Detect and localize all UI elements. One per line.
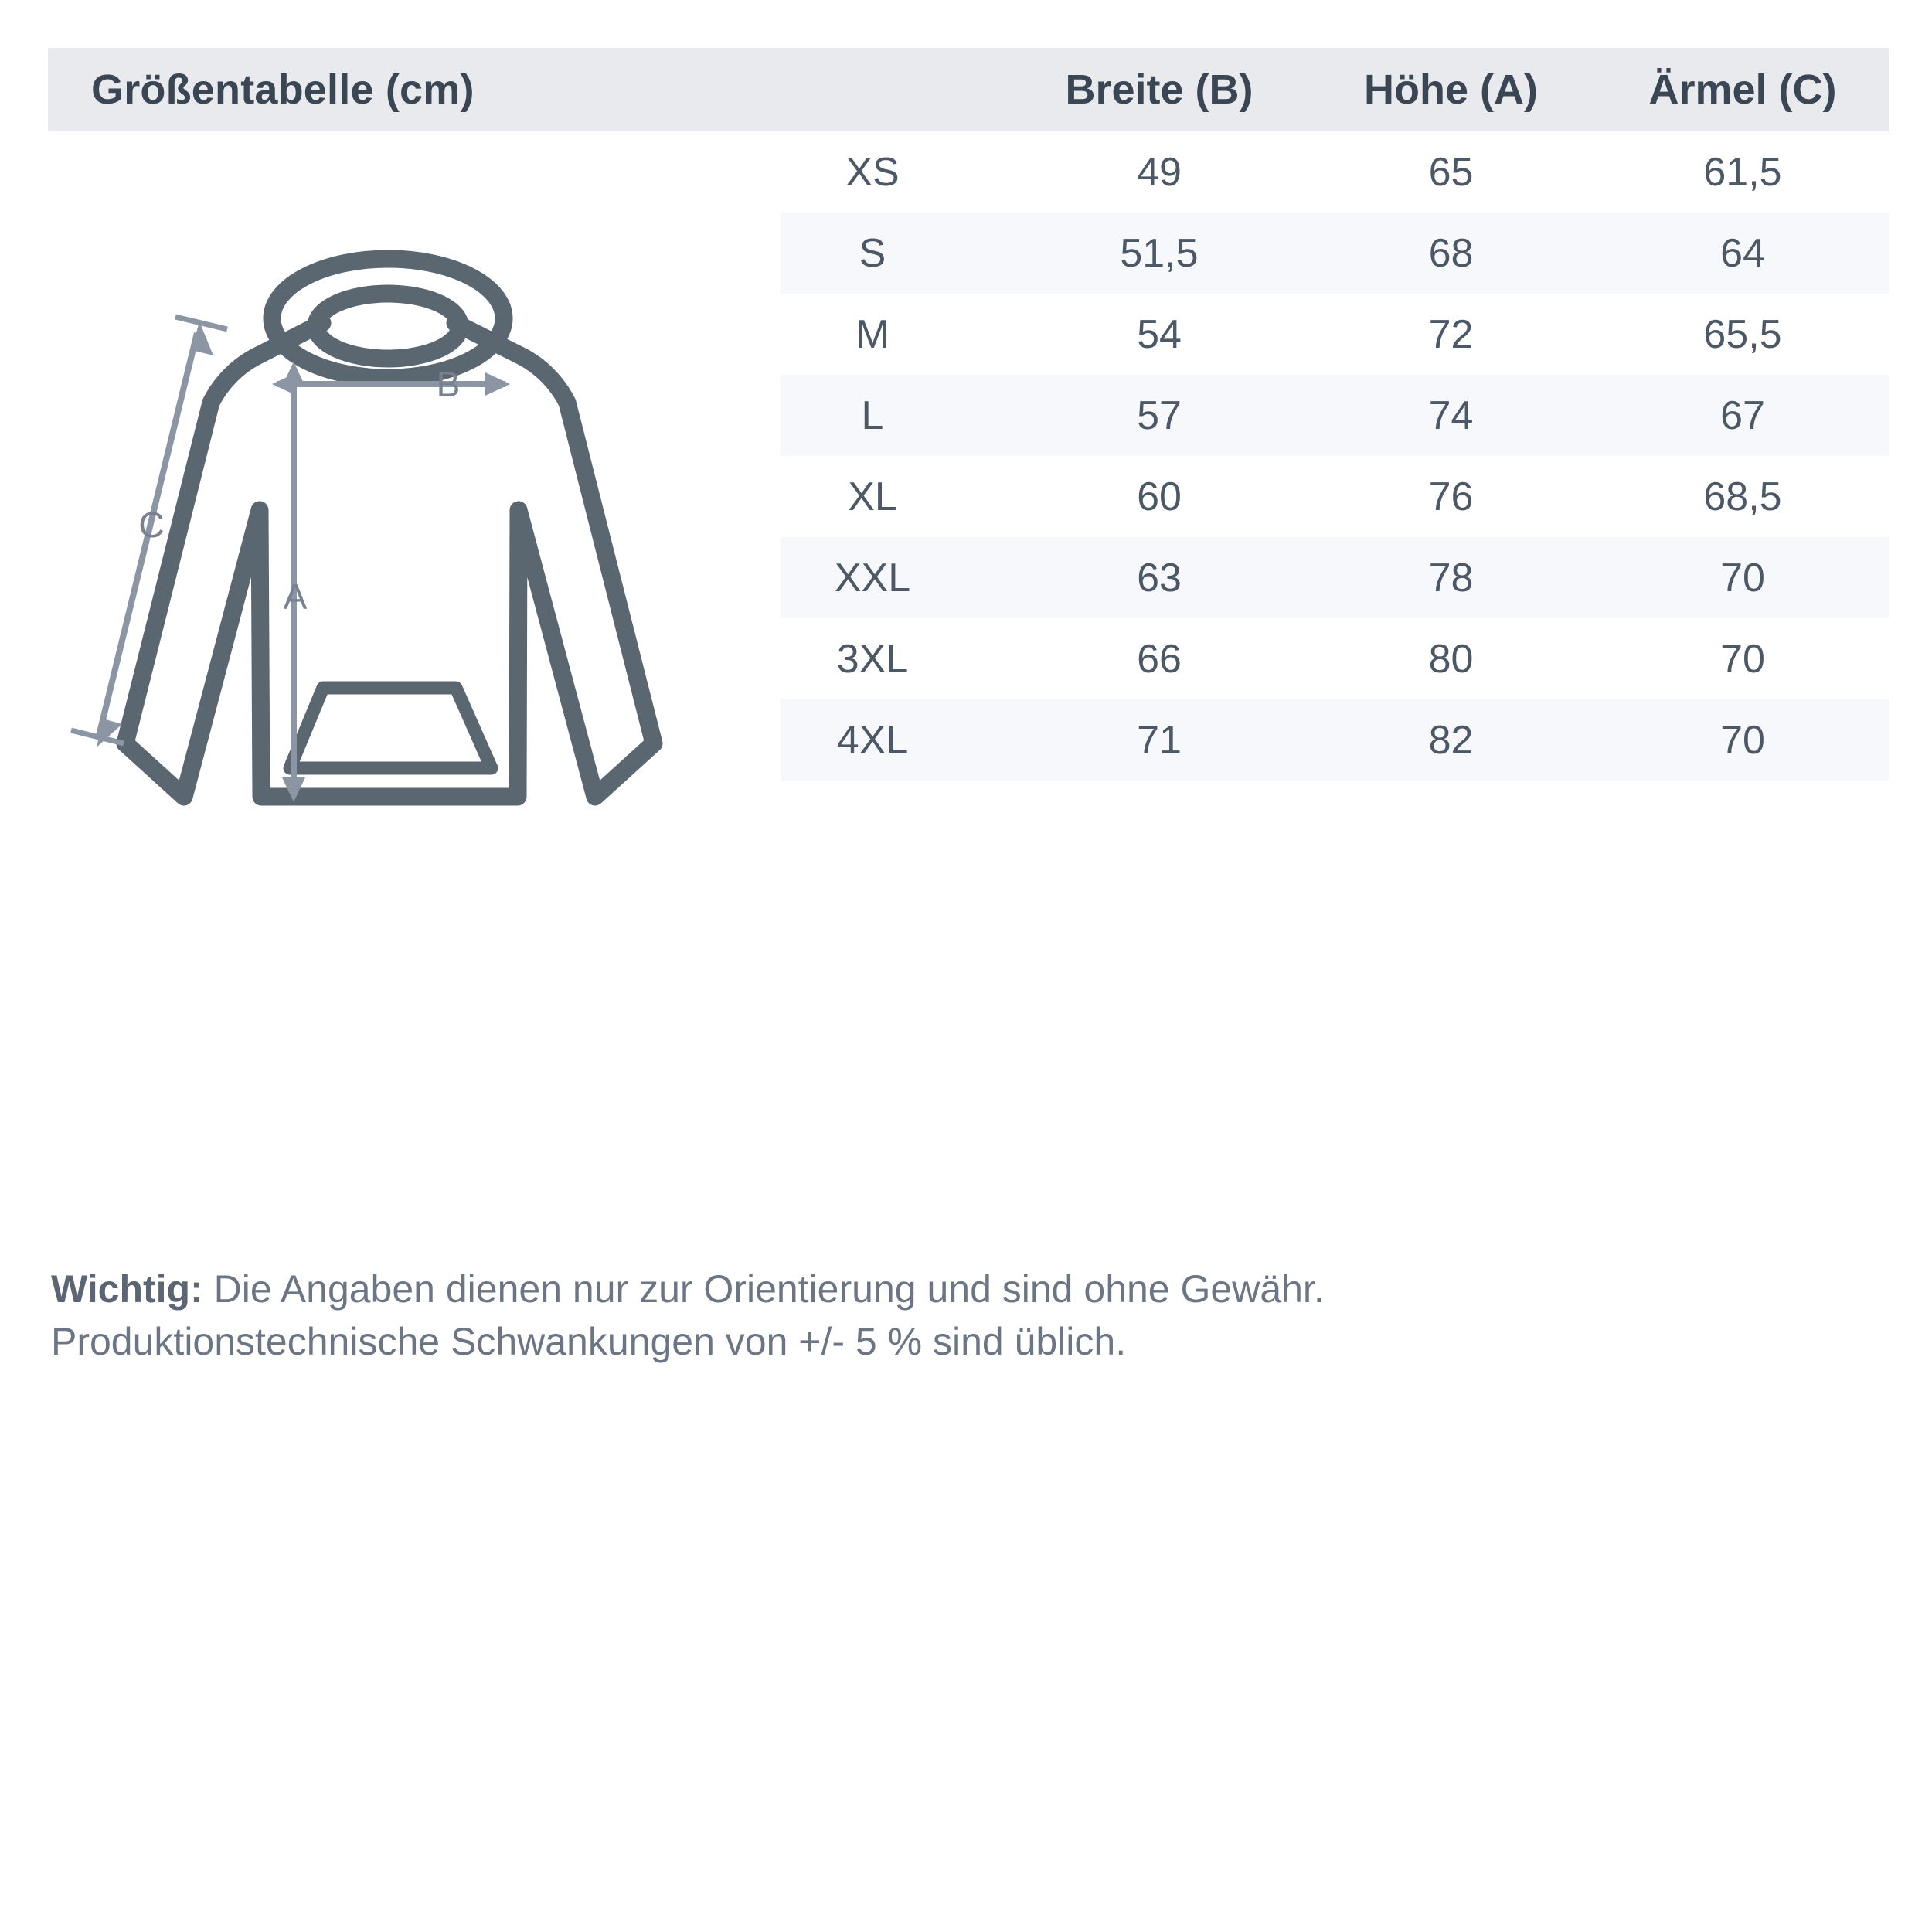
table-row: 4XL 71 82 70: [48, 699, 1889, 781]
dimension-line-sleeve: [96, 332, 200, 736]
cell-hoehe: 76: [1428, 474, 1474, 519]
cell-breite: 57: [1137, 393, 1182, 438]
cell-size: S: [859, 230, 886, 276]
page-title: Größentabelle (cm): [91, 66, 474, 113]
cell-hoehe: 74: [1428, 393, 1474, 438]
column-header-hoehe: Höhe (A): [1364, 66, 1538, 113]
cell-aermel: 70: [1720, 636, 1765, 682]
hoodie-measurement-diagram: B A C: [54, 224, 765, 858]
cell-size: M: [855, 311, 889, 357]
cell-hoehe: 68: [1428, 230, 1474, 276]
label-sleeve: C: [138, 505, 164, 545]
table-row-cells: XL 60 76 68,5: [733, 456, 1889, 537]
table-row: XS 49 65 61,5: [48, 131, 1889, 213]
label-height: A: [284, 577, 308, 617]
table-header-band: Größentabelle (cm) Breite (B) Höhe (A) Ä…: [48, 48, 1889, 131]
dimension-lines: [70, 314, 505, 796]
cell-size: XL: [848, 474, 897, 519]
cell-hoehe: 78: [1428, 555, 1474, 600]
size-table: XS 49 65 61,5 S 51,5 68 64 M 54 72 65,5 L 57 74 67 XL 60 7…: [48, 131, 1889, 781]
table-row: S 51,5 68 64: [48, 213, 1889, 294]
cell-breite: 60: [1137, 474, 1182, 519]
table-row-cells: S 51,5 68 64: [733, 213, 1889, 294]
cell-size: 3XL: [836, 636, 909, 682]
cell-aermel: 65,5: [1703, 311, 1782, 357]
cell-breite: 63: [1137, 555, 1182, 600]
column-headers: Breite (B) Höhe (A) Ärmel (C): [781, 48, 1889, 131]
footnote-line-1: Die Angaben dienen nur zur Orientierung …: [202, 1267, 1325, 1311]
table-row-cells: L 57 74 67: [733, 375, 1889, 456]
cell-size: 4XL: [836, 717, 909, 763]
cell-aermel: 70: [1720, 555, 1765, 600]
table-row-cells: XXL 63 78 70: [733, 537, 1889, 618]
cell-size: XXL: [834, 555, 911, 600]
table-row-cells: XS 49 65 61,5: [733, 131, 1889, 213]
hoodie-outline-icon: [116, 250, 663, 806]
cell-aermel: 67: [1720, 393, 1765, 438]
cell-aermel: 61,5: [1703, 149, 1782, 195]
table-row: L 57 74 67: [48, 375, 1889, 456]
table-row-cells: 3XL 66 80 70: [733, 618, 1889, 699]
cell-breite: 71: [1137, 717, 1182, 763]
table-row-cells: 4XL 71 82 70: [733, 699, 1889, 781]
footnote-line-2: Produktionstechnische Schwankungen von +…: [51, 1320, 1127, 1363]
cell-aermel: 70: [1720, 717, 1765, 763]
column-header-aermel: Ärmel (C): [1648, 66, 1837, 113]
dimension-labels: B A C: [138, 364, 460, 617]
cell-hoehe: 72: [1428, 311, 1474, 357]
table-row: 3XL 66 80 70: [48, 618, 1889, 699]
cell-size: L: [861, 393, 884, 438]
table-row: M 54 72 65,5: [48, 294, 1889, 375]
cell-hoehe: 82: [1428, 717, 1474, 763]
cell-aermel: 68,5: [1703, 474, 1782, 519]
column-header-breite: Breite (B): [1065, 66, 1253, 113]
cell-aermel: 64: [1720, 230, 1765, 276]
cell-breite: 51,5: [1120, 230, 1199, 276]
dimension-arrowheads: [97, 321, 510, 802]
table-row-cells: M 54 72 65,5: [733, 294, 1889, 375]
table-row: XXL 63 78 70: [48, 537, 1889, 618]
cell-hoehe: 65: [1428, 149, 1474, 195]
table-row: XL 60 76 68,5: [48, 456, 1889, 537]
cell-size: XS: [845, 149, 900, 195]
footnote-strong-label: Wichtig:: [51, 1267, 203, 1311]
cell-breite: 66: [1137, 636, 1182, 682]
footnote-disclaimer: Wichtig: Die Angaben dienen nur zur Orie…: [51, 1263, 1890, 1368]
label-width: B: [437, 364, 461, 404]
cell-hoehe: 80: [1428, 636, 1474, 682]
cell-breite: 54: [1137, 311, 1182, 357]
cell-breite: 49: [1137, 149, 1182, 195]
